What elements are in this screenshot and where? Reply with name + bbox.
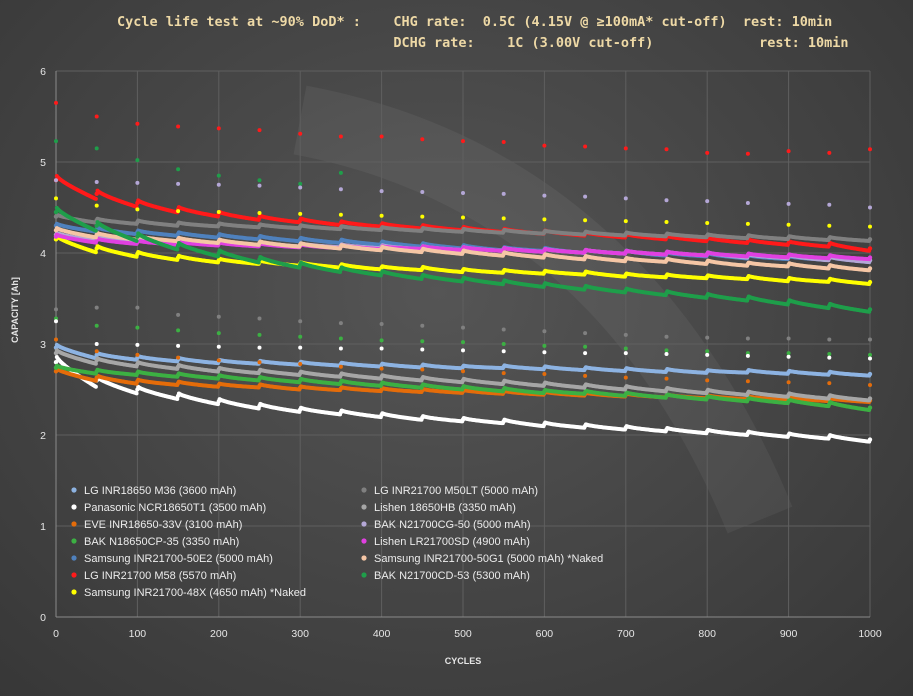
data-point [867,439,872,444]
data-point [663,369,668,374]
data-point [215,214,220,219]
y-tick-label: 2 [40,430,46,442]
data-point [93,371,98,376]
x-tick-label: 500 [454,628,472,640]
data-point [826,436,831,441]
data-point [867,373,872,378]
data-point [419,417,424,422]
y-tick-label: 6 [40,66,46,78]
data-point [622,369,627,374]
data-point [93,250,98,255]
data-point [785,401,790,406]
data-point [378,415,383,420]
data-point [541,424,546,429]
chart-title-line-1: Cycle life test at ~90% DoD* : CHG rate:… [117,14,832,30]
x-tick-label: 300 [291,628,309,640]
data-point [826,244,831,249]
x-tick-label: 800 [698,628,716,640]
data-point [785,371,790,376]
data-point [867,281,872,286]
data-point [826,404,831,409]
x-tick-label: 100 [129,628,147,640]
data-point [338,412,343,417]
data-point [541,367,546,372]
x-tick-label: 0 [53,628,59,640]
data-point [826,372,831,377]
data-point [175,359,180,364]
data-point [256,217,261,222]
y-tick-label: 3 [40,339,46,351]
data-point [500,421,505,426]
data-point [867,248,872,253]
data-point [175,257,180,262]
data-point [256,406,261,411]
x-tick-label: 200 [210,628,228,640]
data-point [582,368,587,373]
data-point [93,196,98,201]
data-point [297,409,302,414]
x-tick-label: 400 [373,628,391,640]
data-point [134,391,139,396]
data-point [215,402,220,407]
data-point [215,260,220,265]
watermark [293,85,793,534]
y-tick-label: 5 [40,157,46,169]
y-tick-label: 1 [40,521,46,533]
data-point [134,254,139,259]
data-point [93,378,98,383]
x-tick-label: 1000 [858,628,882,640]
data-point [53,360,59,365]
series-layer [53,173,873,444]
data-point [93,384,98,389]
data-point [175,396,180,401]
watermark-shape [293,85,793,534]
y-tick-label: 0 [40,612,46,624]
y-axis-ticks: 0 1 2 3 4 5 6 [40,66,46,624]
data-point [867,408,872,413]
chart-title-line-2: DCHG rate: 1C (3.00V cut-off) rest: 10mi… [117,35,849,51]
x-tick-label: 700 [617,628,635,640]
y-tick-label: 4 [40,248,46,260]
x-axis-ticks: 0 100 200 300 400 500 600 700 800 900 1000 [53,628,882,640]
x-tick-label: 600 [536,628,554,640]
x-tick-label: 900 [780,628,798,640]
data-point [134,381,139,386]
